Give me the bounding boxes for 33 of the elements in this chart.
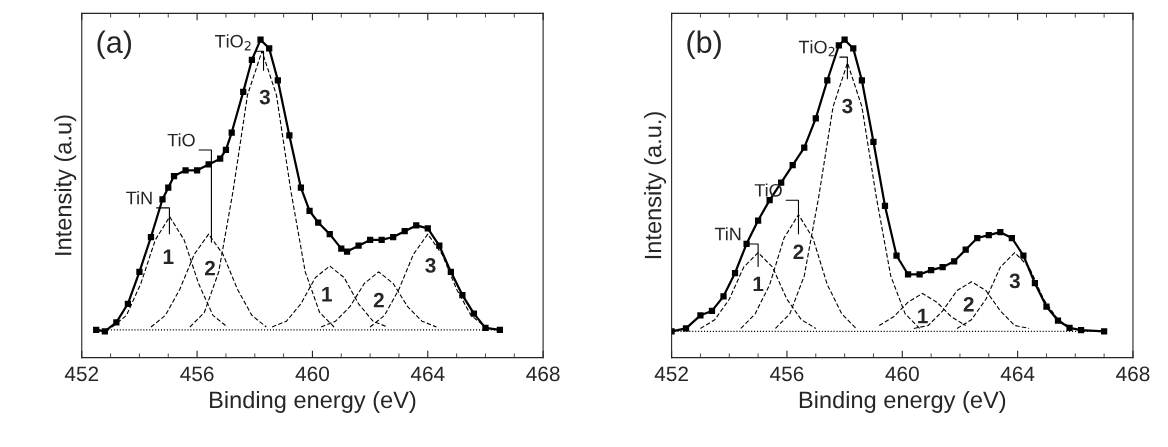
x-tick-label: 456 bbox=[770, 366, 804, 382]
x-tick-label: 468 bbox=[1116, 366, 1150, 382]
x-tick-label: 460 bbox=[295, 366, 330, 382]
annotation: 2 bbox=[373, 292, 384, 308]
y-axis-title: Intensity (a.u) bbox=[54, 115, 77, 255]
annotation: 3 bbox=[1009, 273, 1020, 289]
y-axis-title: Intensity (a.u.) bbox=[644, 112, 667, 259]
x-tick-label: 460 bbox=[885, 366, 919, 382]
annotation: 1 bbox=[918, 308, 928, 324]
x-axis-title: Binding energy (eV) bbox=[210, 390, 416, 413]
annotation: 1 bbox=[163, 249, 174, 264]
x-tick-label: 452 bbox=[64, 366, 99, 382]
annotation: TiO$_{2}$ bbox=[215, 34, 251, 51]
x-tick-label: 464 bbox=[410, 366, 445, 382]
x-tick-label: 468 bbox=[526, 366, 560, 382]
annotation: 3 bbox=[842, 98, 853, 114]
annotation: 2 bbox=[963, 296, 974, 312]
x-axis-title: Binding energy (eV) bbox=[799, 390, 1006, 413]
annotation: 2 bbox=[793, 244, 804, 260]
annotation: 3 bbox=[259, 89, 270, 105]
annotation: TiO bbox=[167, 133, 195, 147]
annotation: 1 bbox=[322, 287, 332, 302]
annotation: (a) bbox=[97, 30, 132, 60]
x-tick-label: 452 bbox=[654, 366, 688, 382]
annotation: (b) bbox=[687, 30, 721, 60]
annotation: TiO$_{2}$ bbox=[798, 40, 835, 57]
annotation: TiN bbox=[126, 191, 152, 205]
annotation: TiN bbox=[714, 227, 741, 241]
x-tick-label: 456 bbox=[180, 366, 214, 382]
annotation: 3 bbox=[425, 257, 436, 273]
x-tick-label: 464 bbox=[1000, 366, 1035, 382]
annotation: 1 bbox=[753, 276, 764, 292]
annotation: 2 bbox=[204, 260, 215, 276]
